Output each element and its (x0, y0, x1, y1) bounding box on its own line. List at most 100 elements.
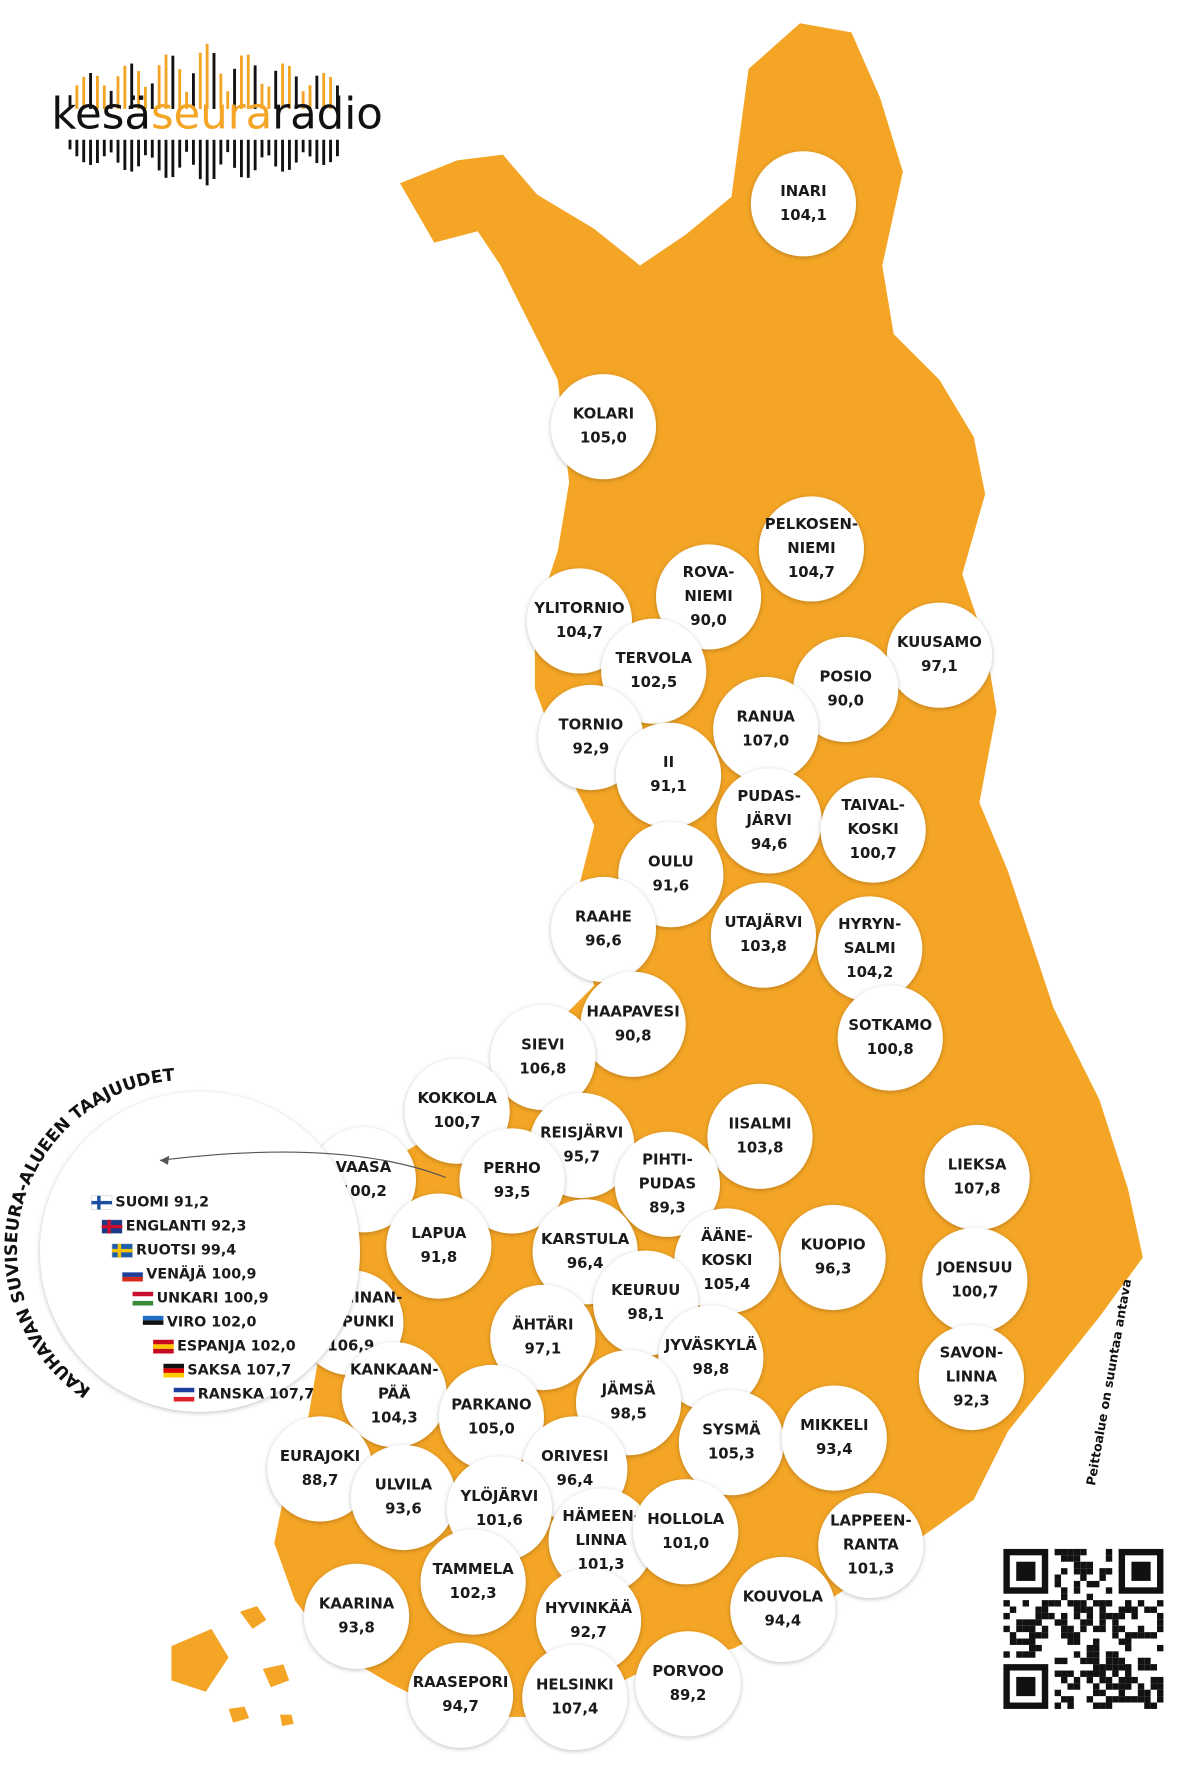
qr-module (1157, 1689, 1164, 1697)
qr-module (1061, 1696, 1068, 1703)
station-frequency: 92,7 (570, 1623, 607, 1641)
qr-module (1073, 1606, 1081, 1613)
qr-module (1118, 1606, 1126, 1613)
qr-module (1157, 1619, 1164, 1626)
station-frequency: 100,7 (951, 1282, 998, 1300)
qr-module (1073, 1548, 1081, 1556)
qr-module (1035, 1612, 1042, 1620)
flag (163, 1363, 184, 1378)
flag-part (173, 1396, 195, 1402)
qr-module (1157, 1625, 1164, 1633)
station-name: ORIVESI (541, 1447, 608, 1465)
qr-module (1086, 1670, 1094, 1677)
eq-bar (281, 63, 284, 109)
qr-module (1080, 1619, 1087, 1626)
qr-module (1137, 1683, 1145, 1690)
station-frequency: 93,6 (385, 1500, 422, 1518)
qr-module (1150, 1664, 1158, 1671)
qr-module (1022, 1638, 1030, 1645)
station-circle (580, 971, 686, 1077)
qr-module (1118, 1676, 1126, 1684)
station: ÄHTÄRI 97,1 (490, 1284, 596, 1391)
station-name: KOUVOLA (743, 1588, 824, 1606)
station-circle (837, 985, 943, 1091)
qr-module (1105, 1555, 1113, 1562)
flag (153, 1339, 174, 1354)
qr-module (1150, 1632, 1158, 1639)
qr-module (1137, 1689, 1145, 1697)
eq-bar (240, 55, 243, 109)
eq-bar (150, 83, 154, 109)
station-circle (304, 1563, 410, 1669)
qr-module (1067, 1600, 1074, 1607)
qr-module (1093, 1657, 1100, 1665)
station: LAPPEEN- RANTA 101,3 (818, 1492, 924, 1599)
eq-bar (89, 72, 92, 109)
station: II 91,1 (616, 722, 722, 828)
qr-module (1112, 1612, 1119, 1620)
station-name: HELSINKI (536, 1676, 614, 1694)
station-frequency: 98,1 (627, 1305, 664, 1323)
station-circle (656, 544, 762, 650)
eq-bar (137, 71, 140, 109)
qr-module (1118, 1664, 1126, 1671)
station-frequency: 97,1 (525, 1340, 562, 1358)
qr-module (1054, 1574, 1062, 1581)
station-frequency: 102,3 (450, 1584, 497, 1602)
eq-bar (109, 90, 113, 109)
station-name: REISJÄRVI (540, 1124, 623, 1142)
qr-module (1016, 1651, 1023, 1658)
station-name: SIEVI (521, 1036, 564, 1054)
station-name: TERVOLA (615, 649, 692, 667)
station-name: UTAJÄRVI (724, 913, 802, 931)
qr-module (1125, 1606, 1132, 1613)
eq-bar (205, 43, 209, 109)
qr-module (1035, 1632, 1042, 1639)
station-name: SOTKAMO (848, 1016, 932, 1034)
station-frequency: 104,7 (788, 563, 835, 581)
eq-bar (192, 139, 195, 165)
station-frequency: 106,8 (519, 1060, 566, 1078)
eq-bar (322, 72, 326, 109)
eq-bar (116, 76, 120, 109)
station: YLITORNIO 104,7 (526, 568, 632, 674)
station-name: JÄRVI (745, 811, 791, 829)
qr-module (1144, 1657, 1151, 1665)
station: KOUVOLA 94,4 (730, 1556, 836, 1663)
flag-part (122, 1267, 143, 1273)
qr-module (1086, 1568, 1094, 1575)
station-frequency: 104,3 (371, 1409, 418, 1427)
eq-bar (116, 139, 120, 163)
station-circle (548, 1488, 654, 1594)
qr-module (1009, 1606, 1017, 1613)
qr-module (1125, 1676, 1132, 1684)
qr-module (1086, 1644, 1094, 1652)
flag-part (153, 1339, 174, 1345)
flag (132, 1291, 154, 1306)
station-name: PORVOO (652, 1662, 723, 1680)
station-frequency: 101,3 (847, 1560, 894, 1578)
qr-module (1093, 1702, 1100, 1709)
station: TAIVAL- KOSKI 100,7 (820, 777, 926, 883)
station-frequency: 92,9 (573, 740, 610, 758)
station-name: HAAPAVESI (587, 1002, 680, 1020)
flag (101, 1219, 123, 1234)
eq-bar (336, 85, 339, 109)
eq-bar (157, 65, 161, 109)
station-name: JOENSUU (936, 1258, 1013, 1276)
station: HYRYN- SALMI 104,2 (817, 896, 923, 1002)
station-circle (758, 496, 864, 602)
station-frequency: 104,2 (846, 963, 893, 981)
eq-bar (246, 139, 250, 178)
station-frequency: 105,0 (468, 1420, 515, 1438)
station-frequency: 105,3 (708, 1445, 755, 1463)
qr-module (1112, 1670, 1119, 1677)
eq-bar (205, 139, 209, 186)
station-circle (781, 1385, 887, 1491)
station-circle (820, 777, 926, 883)
station: HAAPAVESI 90,8 (580, 971, 686, 1077)
station-name: KUOPIO (801, 1236, 866, 1254)
station: PARKANO 105,0 (438, 1364, 544, 1471)
station-name: JYVÄSKYLÄ (664, 1336, 758, 1354)
flag-part (163, 1363, 184, 1369)
